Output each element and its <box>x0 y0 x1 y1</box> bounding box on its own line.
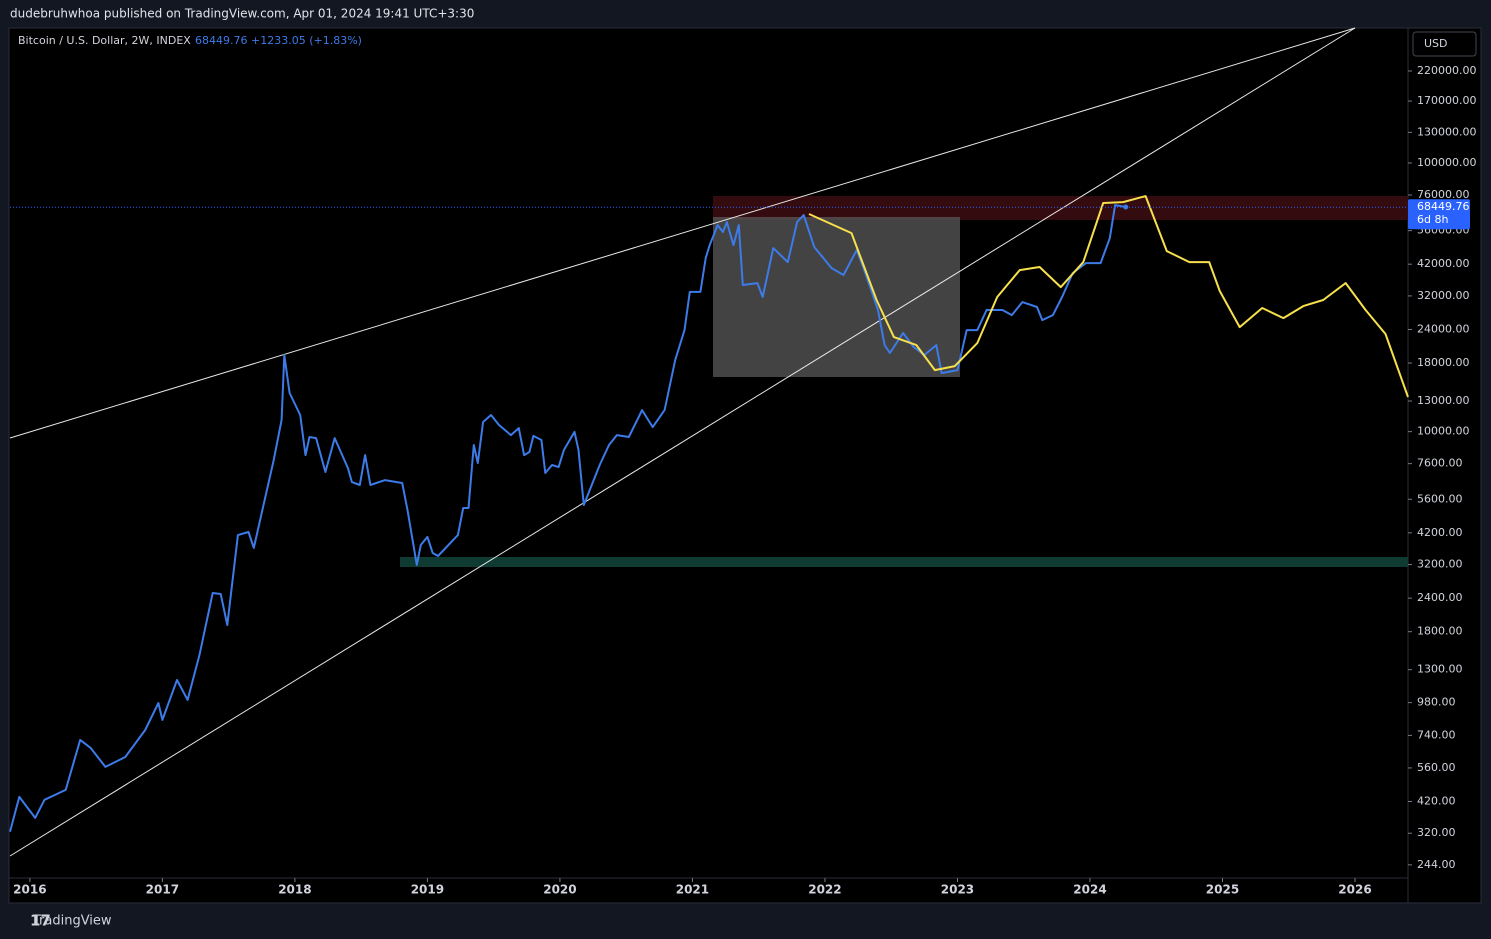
x-tick-label: 2016 <box>13 883 46 897</box>
x-tick-label: 2020 <box>543 883 576 897</box>
y-tick-label: 5600.00 <box>1417 492 1463 505</box>
y-tick-label: 76000.00 <box>1417 188 1470 201</box>
x-tick-label: 2017 <box>146 883 179 897</box>
y-tick-label: 2400.00 <box>1417 591 1463 604</box>
support-zone <box>400 557 1408 567</box>
price-tag <box>1408 199 1470 230</box>
y-tick-label: 170000.00 <box>1417 94 1477 107</box>
y-tick-label: 244.00 <box>1417 858 1456 871</box>
x-tick-label: 2024 <box>1073 883 1106 897</box>
y-tick-label: 32000.00 <box>1417 289 1470 302</box>
x-tick-label: 2021 <box>676 883 709 897</box>
y-tick-label: 980.00 <box>1417 696 1456 709</box>
price-line <box>9 204 1126 833</box>
header: dudebruhwhoa published on TradingView.co… <box>10 7 474 21</box>
x-tick-label: 2022 <box>808 883 841 897</box>
y-tick-label: 320.00 <box>1417 826 1456 839</box>
x-tick-label: 2018 <box>278 883 311 897</box>
last-point <box>1123 204 1129 210</box>
price-tag-countdown: 6d 8h <box>1417 213 1448 226</box>
legend-price: 68449.76 <box>195 34 248 47</box>
y-tick-label: 740.00 <box>1417 728 1456 741</box>
y-tick-label: 18000.00 <box>1417 356 1470 369</box>
price-tag-value: 68449.76 <box>1417 200 1470 213</box>
x-tick-label: 2019 <box>411 883 444 897</box>
price-line <box>808 195 1409 398</box>
legend-change: +1233.05 (+1.83%) <box>251 34 362 47</box>
x-tick-label: 2026 <box>1338 883 1371 897</box>
x-tick-label: 2023 <box>941 883 974 897</box>
chart-pane <box>8 27 1482 904</box>
resistance-zone <box>713 196 1408 220</box>
currency-button[interactable] <box>1412 31 1477 57</box>
currency[interactable]: USD <box>1424 37 1448 50</box>
y-tick-label: 220000.00 <box>1417 64 1477 77</box>
y-tick-label: 420.00 <box>1417 794 1456 807</box>
y-tick-label: 130000.00 <box>1417 125 1477 138</box>
y-tick-label: 560.00 <box>1417 761 1456 774</box>
y-tick-label: 7600.00 <box>1417 457 1463 470</box>
x-tick-label: 2025 <box>1206 883 1239 897</box>
brand: TradingView <box>32 914 112 929</box>
y-tick-label: 4200.00 <box>1417 526 1463 539</box>
y-tick-label: 24000.00 <box>1417 322 1470 335</box>
y-tick-label: 13000.00 <box>1417 394 1470 407</box>
logo-mark: 17 <box>30 912 51 930</box>
trend-line <box>9 27 1356 857</box>
y-tick-label: 1300.00 <box>1417 663 1463 676</box>
y-tick-label: 100000.00 <box>1417 156 1477 169</box>
y-tick-label: 42000.00 <box>1417 257 1470 270</box>
y-tick-label: 3200.00 <box>1417 558 1463 571</box>
trend-line <box>9 27 1356 439</box>
symbol: Bitcoin / U.S. Dollar, 2W, INDEX <box>18 34 191 47</box>
y-tick-label: 1800.00 <box>1417 625 1463 638</box>
y-tick-label: 10000.00 <box>1417 425 1470 438</box>
